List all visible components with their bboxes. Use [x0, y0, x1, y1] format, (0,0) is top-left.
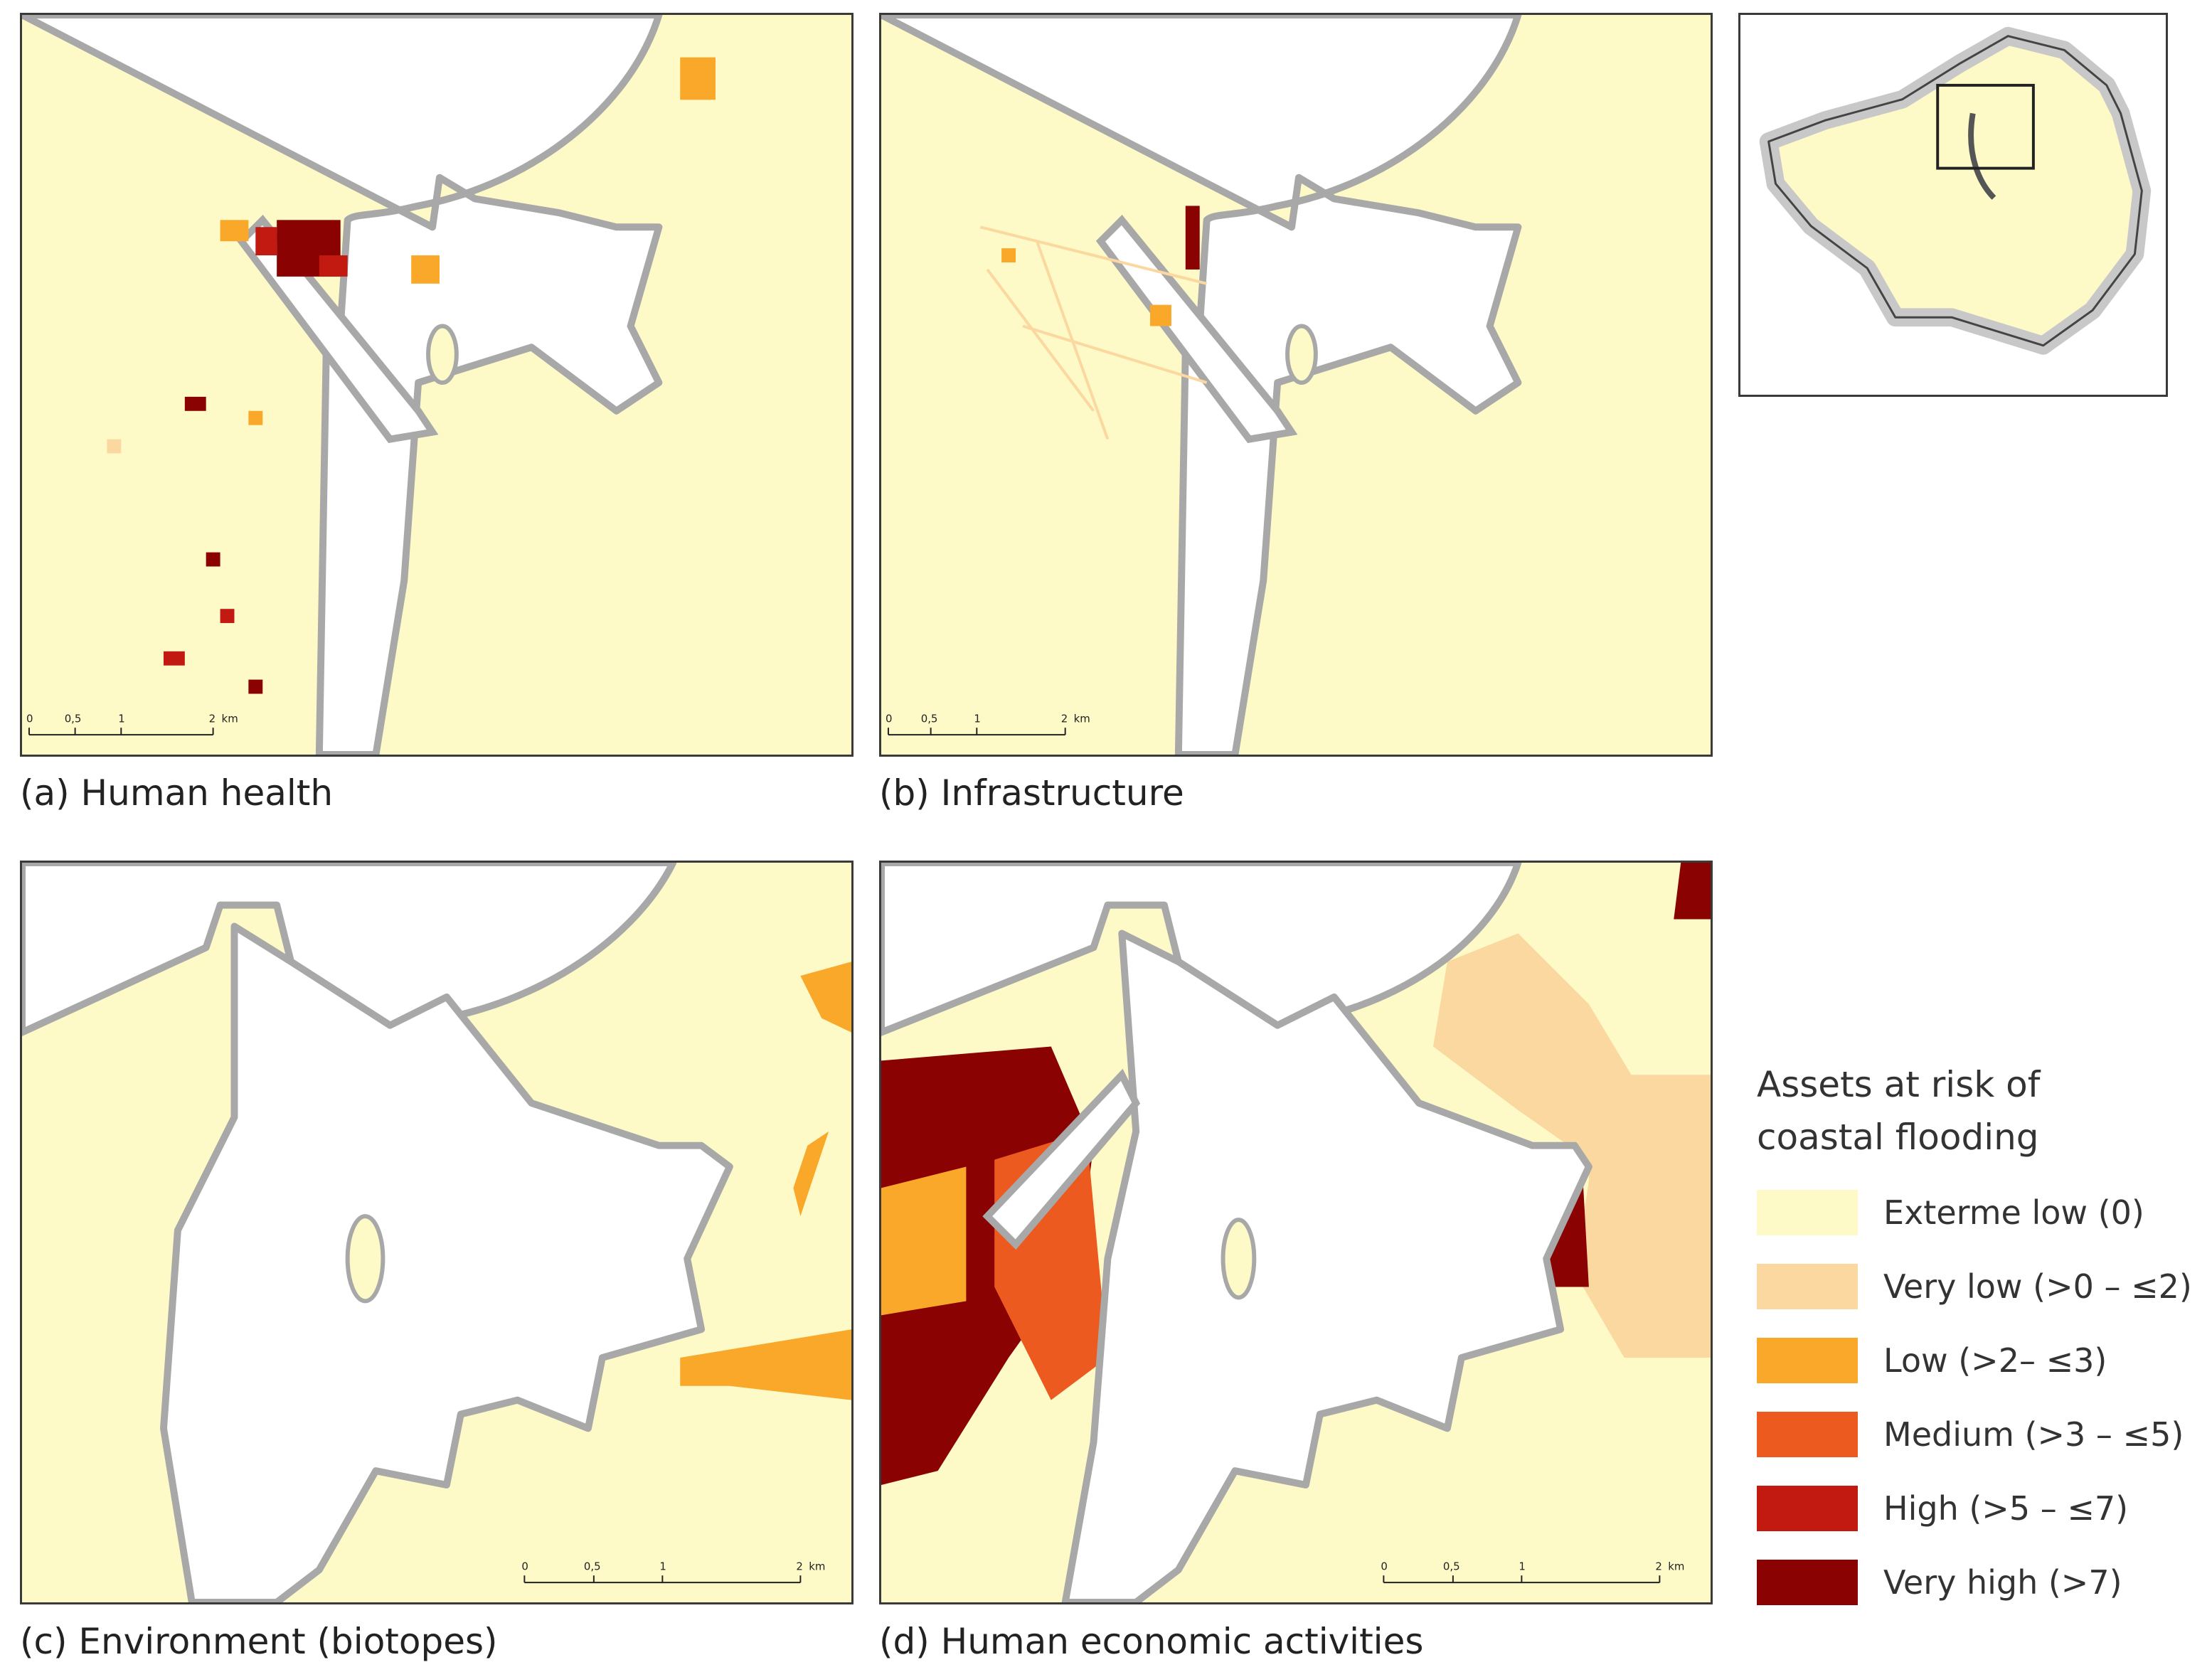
legend-item-very-low: Very low (>0 – ≤2)	[1757, 1260, 2192, 1313]
svg-text:2: 2	[796, 1560, 802, 1572]
map-panel-human-health: 0 0,5 1 2 km	[20, 13, 854, 757]
svg-text:0: 0	[886, 712, 892, 725]
legend-title-line1: Assets at risk of	[1757, 1064, 2041, 1105]
legend-swatch	[1757, 1486, 1858, 1531]
region-outline	[1759, 26, 2152, 355]
map-panel-economic: 0 0,5 1 2 km	[879, 861, 1713, 1604]
svg-text:0: 0	[521, 1560, 528, 1572]
caption-environment: (c) Environment (biotopes)	[20, 1621, 498, 1662]
legend-swatch	[1757, 1190, 1858, 1235]
legend-swatch	[1757, 1560, 1858, 1605]
legend-label: Very low (>0 – ≤2)	[1883, 1267, 2192, 1306]
map-human-health	[22, 15, 851, 755]
legend-item-low: Low (>2– ≤3)	[1757, 1334, 2107, 1387]
svg-text:2: 2	[1655, 1560, 1661, 1572]
map-panel-environment: 0 0,5 1 2 km	[20, 861, 854, 1604]
svg-text:km: km	[1668, 1560, 1684, 1572]
map-panel-infrastructure: 0 0,5 1 2 km	[879, 13, 1713, 757]
legend-swatch	[1757, 1412, 1858, 1457]
svg-text:0,5: 0,5	[1443, 1560, 1460, 1572]
svg-text:1: 1	[1519, 1560, 1525, 1572]
scale-tick-0: 0	[26, 712, 33, 725]
scale-tick-0-5: 0,5	[65, 712, 82, 725]
scale-bar: 0 0,5 1 2 km	[26, 712, 238, 736]
legend-label: Low (>2– ≤3)	[1883, 1341, 2107, 1380]
legend-label: Medium (>3 – ≤5)	[1883, 1415, 2184, 1454]
legend-item-extreme-low: Exterme low (0)	[1757, 1186, 2144, 1239]
island	[426, 324, 459, 385]
map-infrastructure	[881, 15, 1711, 755]
caption-economic: (d) Human economic activities	[879, 1621, 1424, 1662]
svg-text:1: 1	[974, 712, 980, 725]
legend-swatch	[1757, 1264, 1858, 1309]
svg-text:0,5: 0,5	[921, 712, 938, 725]
svg-text:km: km	[809, 1560, 825, 1572]
map-economic	[881, 863, 1711, 1602]
legend-title-line2: coastal flooding	[1757, 1117, 2039, 1158]
extent-box	[1936, 83, 2035, 170]
legend-item-very-high: Very high (>7)	[1757, 1556, 2122, 1609]
scale-tick-1: 1	[118, 712, 124, 725]
svg-text:km: km	[1074, 712, 1090, 725]
svg-text:1: 1	[659, 1560, 666, 1572]
svg-text:0: 0	[1381, 1560, 1387, 1572]
svg-text:0,5: 0,5	[584, 1560, 601, 1572]
legend-label: High (>5 – ≤7)	[1883, 1489, 2129, 1528]
scale-unit: km	[222, 712, 238, 725]
sea-and-harbor	[22, 15, 663, 755]
scale-tick-2: 2	[209, 712, 216, 725]
caption-infrastructure: (b) Infrastructure	[879, 772, 1184, 814]
legend-label: Very high (>7)	[1883, 1563, 2122, 1602]
map-environment	[22, 863, 851, 1602]
legend-label: Exterme low (0)	[1883, 1193, 2144, 1232]
legend-swatch	[1757, 1338, 1858, 1383]
legend-item-high: High (>5 – ≤7)	[1757, 1482, 2128, 1535]
svg-text:2: 2	[1061, 712, 1068, 725]
legend-item-medium: Medium (>3 – ≤5)	[1757, 1408, 2184, 1461]
caption-human-health: (a) Human health	[20, 772, 334, 814]
overview-map	[1738, 13, 2168, 397]
